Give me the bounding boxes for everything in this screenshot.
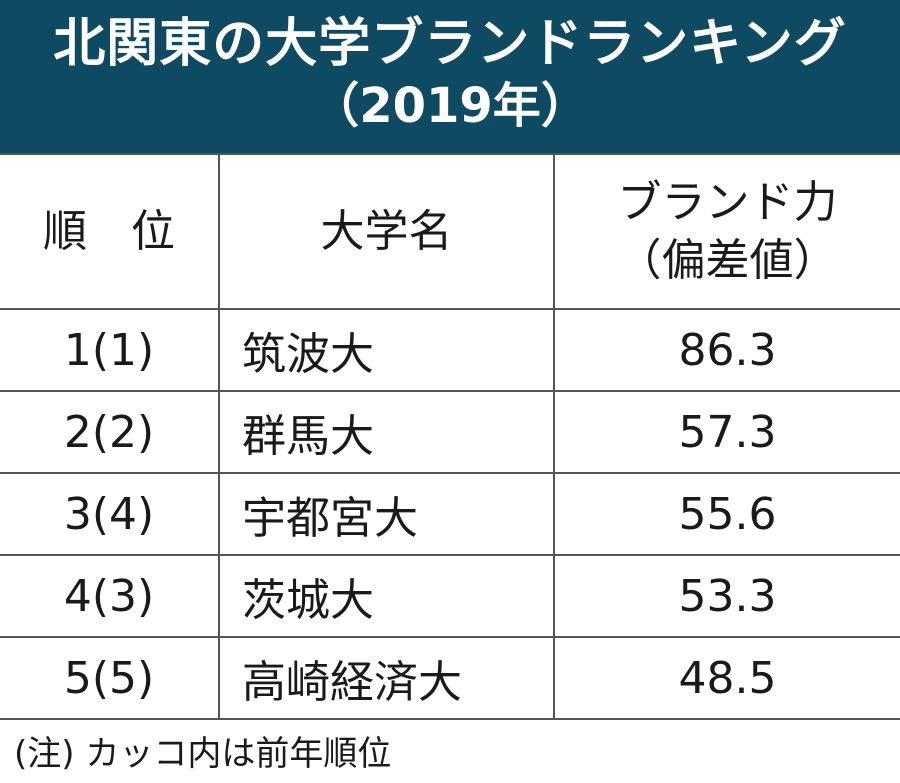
- score-cell: 86.3: [553, 308, 900, 392]
- table-row: 2(2) 群馬大 57.3: [0, 390, 900, 474]
- name-cell: 宇都宮大: [218, 472, 555, 556]
- title-banner: 北関東の大学ブランドランキング （2019年）: [0, 0, 900, 153]
- header-row: 順 位 大学名 ブランド力 （偏差値）: [0, 153, 900, 310]
- title: 北関東の大学ブランドランキング: [53, 14, 847, 74]
- header-name: 大学名: [218, 153, 555, 310]
- name-cell: 群馬大: [218, 390, 555, 474]
- header-score: ブランド力 （偏差値）: [553, 153, 900, 310]
- score-cell: 55.6: [553, 472, 900, 556]
- rank-cell: 1(1): [0, 308, 220, 392]
- header-score-line2: （偏差値）: [617, 234, 838, 286]
- header-score-line1: ブランド力: [617, 176, 838, 228]
- table-row: 4(3) 茨城大 53.3: [0, 554, 900, 638]
- rank-cell: 2(2): [0, 390, 220, 474]
- footnote: (注) カッコ内は前年順位: [0, 718, 900, 780]
- header-rank: 順 位: [0, 153, 220, 310]
- name-cell: 高崎経済大: [218, 636, 555, 720]
- title-year: （2019年）: [311, 78, 589, 134]
- table-row: 3(4) 宇都宮大 55.6: [0, 472, 900, 556]
- rank-cell: 5(5): [0, 636, 220, 720]
- name-cell: 茨城大: [218, 554, 555, 638]
- note-row: (注) カッコ内は前年順位: [0, 718, 900, 780]
- score-cell: 53.3: [553, 554, 900, 638]
- rank-cell: 4(3): [0, 554, 220, 638]
- table-row: 5(5) 高崎経済大 48.5: [0, 636, 900, 720]
- score-cell: 48.5: [553, 636, 900, 720]
- table-row: 1(1) 筑波大 86.3: [0, 308, 900, 392]
- rank-cell: 3(4): [0, 472, 220, 556]
- ranking-table: 順 位 大学名 ブランド力 （偏差値） 1(1) 筑波大 86.3 2(2) 群…: [0, 153, 900, 780]
- name-cell: 筑波大: [218, 308, 555, 392]
- score-cell: 57.3: [553, 390, 900, 474]
